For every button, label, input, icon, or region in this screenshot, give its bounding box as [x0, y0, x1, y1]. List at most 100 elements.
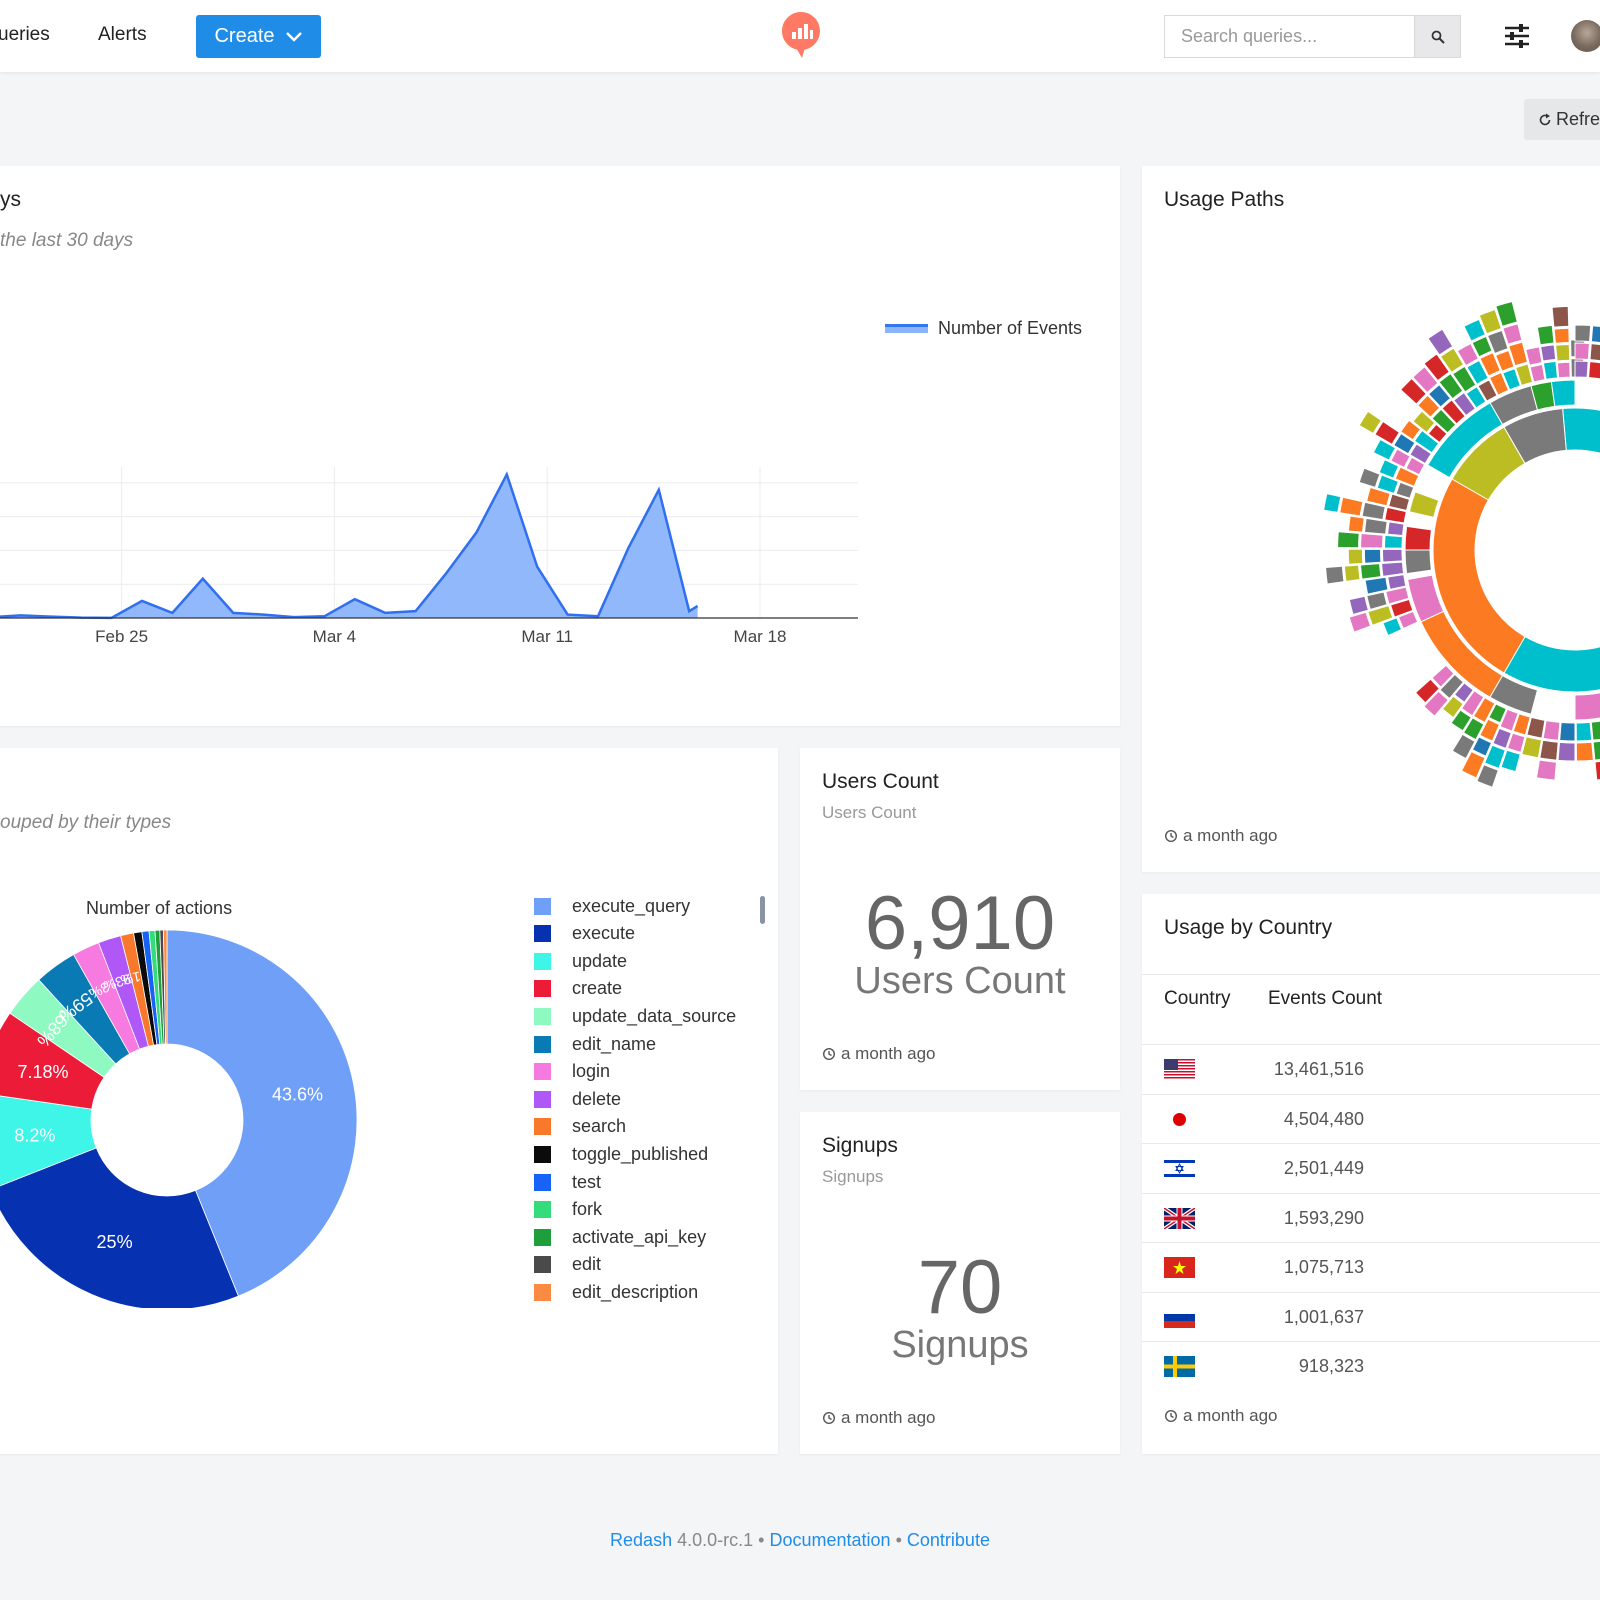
sunburst-segment[interactable] — [1388, 493, 1411, 512]
sunburst-segment[interactable] — [1460, 689, 1485, 717]
sunburst-segment[interactable] — [1542, 360, 1559, 380]
column-header-events-count[interactable]: Events Count — [1268, 988, 1383, 1009]
sunburst-segment[interactable] — [1478, 308, 1502, 335]
sunburst-segment[interactable] — [1378, 458, 1400, 479]
sunburst-segment[interactable] — [1555, 343, 1571, 362]
sunburst-segment[interactable] — [1450, 709, 1472, 732]
sunburst-segment[interactable] — [1550, 379, 1576, 407]
sunburst-segment[interactable] — [1551, 305, 1570, 328]
sunburst-segment[interactable] — [1506, 732, 1526, 753]
sunburst-segment[interactable] — [1574, 342, 1590, 360]
sunburst-segment[interactable] — [1466, 359, 1489, 385]
sunburst-segment[interactable] — [1347, 548, 1364, 565]
sunburst-segment[interactable] — [1441, 399, 1466, 425]
legend-item-edit_name[interactable]: edit_name — [534, 1034, 656, 1054]
sunburst-segment[interactable] — [1503, 407, 1567, 465]
legend-item-create[interactable]: create — [534, 978, 622, 999]
sunburst-segment[interactable] — [1384, 506, 1407, 524]
sunburst-segment[interactable] — [1588, 361, 1600, 380]
sunburst-segment[interactable] — [1553, 327, 1570, 344]
sunburst-segment[interactable] — [1397, 610, 1419, 630]
sunburst-segment[interactable] — [1559, 721, 1576, 742]
sunburst-segment[interactable] — [1574, 686, 1600, 721]
sunburst-segment[interactable] — [1381, 561, 1405, 577]
legend-item-delete[interactable]: delete — [534, 1089, 621, 1109]
sunburst-segment[interactable] — [1515, 363, 1534, 387]
pie-slice-execute[interactable] — [0, 1147, 239, 1308]
legend-item-test[interactable]: test — [534, 1172, 601, 1192]
sunburst-segment[interactable] — [1594, 760, 1600, 781]
create-button[interactable]: Create — [196, 15, 321, 58]
sunburst-segment[interactable] — [1423, 353, 1451, 382]
sunburst-segment[interactable] — [1376, 474, 1400, 494]
sunburst-segment[interactable] — [1366, 591, 1388, 611]
sunburst-segment[interactable] — [1525, 346, 1543, 366]
sunburst-segment[interactable] — [1494, 349, 1515, 372]
sunburst-segment[interactable] — [1472, 696, 1496, 724]
legend-item-login[interactable]: login — [534, 1061, 610, 1082]
sunburst-segment[interactable] — [1360, 533, 1384, 549]
sunburst-segment[interactable] — [1393, 432, 1416, 455]
sunburst-segment[interactable] — [1479, 718, 1501, 742]
sunburst-segment[interactable] — [1417, 394, 1441, 418]
sunburst-segment[interactable] — [1500, 749, 1521, 773]
sunburst-segment[interactable] — [1483, 744, 1506, 770]
sunburst-segment[interactable] — [1400, 419, 1422, 441]
sunburst-segment[interactable] — [1363, 548, 1382, 564]
legend-scrollbar[interactable] — [760, 896, 765, 924]
sunburst-segment[interactable] — [1489, 674, 1539, 715]
sunburst-segment[interactable] — [1592, 740, 1600, 761]
legend-item-execute[interactable]: execute — [534, 923, 635, 944]
sunburst-segment[interactable] — [1575, 721, 1593, 742]
sunburst-segment[interactable] — [1407, 574, 1445, 623]
sunburst-segment[interactable] — [1574, 324, 1592, 343]
sunburst-segment[interactable] — [1521, 736, 1543, 759]
sunburst-segment[interactable] — [1387, 574, 1407, 590]
sunburst-segment[interactable] — [1453, 682, 1475, 703]
sunburst-segment[interactable] — [1427, 383, 1452, 408]
sunburst-segment[interactable] — [1512, 713, 1531, 736]
sunburst-segment[interactable] — [1325, 565, 1345, 585]
sunburst-segment[interactable] — [1413, 429, 1440, 454]
sunburst-segment[interactable] — [1389, 598, 1414, 618]
refresh-button[interactable]: Refre — [1524, 99, 1600, 140]
sunburst-segment[interactable] — [1348, 611, 1372, 633]
pie-slice-edit_description[interactable] — [162, 929, 168, 1045]
sunburst-segment[interactable] — [1364, 576, 1389, 595]
sunburst-segment[interactable] — [1364, 517, 1388, 535]
nav-queries-link[interactable]: ueries — [0, 24, 50, 45]
sunburst-segment[interactable] — [1385, 586, 1410, 605]
sunburst-segment[interactable] — [1431, 408, 1457, 434]
legend-item-update_data_source[interactable]: update_data_source — [534, 1006, 736, 1026]
sunburst-segment[interactable] — [1427, 423, 1448, 444]
sunburst-segment[interactable] — [1495, 300, 1518, 327]
sunburst-segment[interactable] — [1471, 335, 1493, 358]
sunburst-segment[interactable] — [1394, 466, 1420, 487]
sunburst-segment[interactable] — [1590, 720, 1600, 741]
sunburst-segment[interactable] — [1590, 325, 1600, 344]
sunburst-segment[interactable] — [1462, 717, 1485, 741]
sunburst-segment[interactable] — [1451, 365, 1477, 393]
sunburst-segment[interactable] — [1456, 342, 1480, 367]
redash-logo-icon[interactable] — [780, 10, 822, 60]
sunburst-segment[interactable] — [1382, 617, 1403, 637]
sunburst-segment[interactable] — [1383, 534, 1404, 549]
sunburst-segment[interactable] — [1343, 564, 1361, 582]
legend-item-update[interactable]: update — [534, 951, 627, 971]
sunburst-segment[interactable] — [1502, 368, 1522, 391]
sunburst-segment[interactable] — [1486, 329, 1509, 355]
sunburst-segment[interactable] — [1405, 456, 1426, 476]
sunburst-segment[interactable] — [1427, 328, 1454, 356]
sunburst-segment[interactable] — [1499, 708, 1519, 732]
nav-alerts-link[interactable]: Alerts — [98, 24, 147, 45]
sunburst-segment[interactable] — [1339, 496, 1364, 517]
sunburst-segment[interactable] — [1366, 486, 1391, 507]
sunburst-segment[interactable] — [1404, 525, 1432, 551]
legend-item-activate_api_key[interactable]: activate_api_key — [534, 1227, 706, 1247]
sunburst-segment[interactable] — [1575, 741, 1594, 762]
sunburst-segment[interactable] — [1409, 443, 1432, 465]
sunburst-segment[interactable] — [1439, 347, 1465, 374]
sunburst-segment[interactable] — [1589, 343, 1600, 362]
sunburst-segment[interactable] — [1399, 377, 1428, 405]
sunburst-segment[interactable] — [1404, 549, 1432, 575]
